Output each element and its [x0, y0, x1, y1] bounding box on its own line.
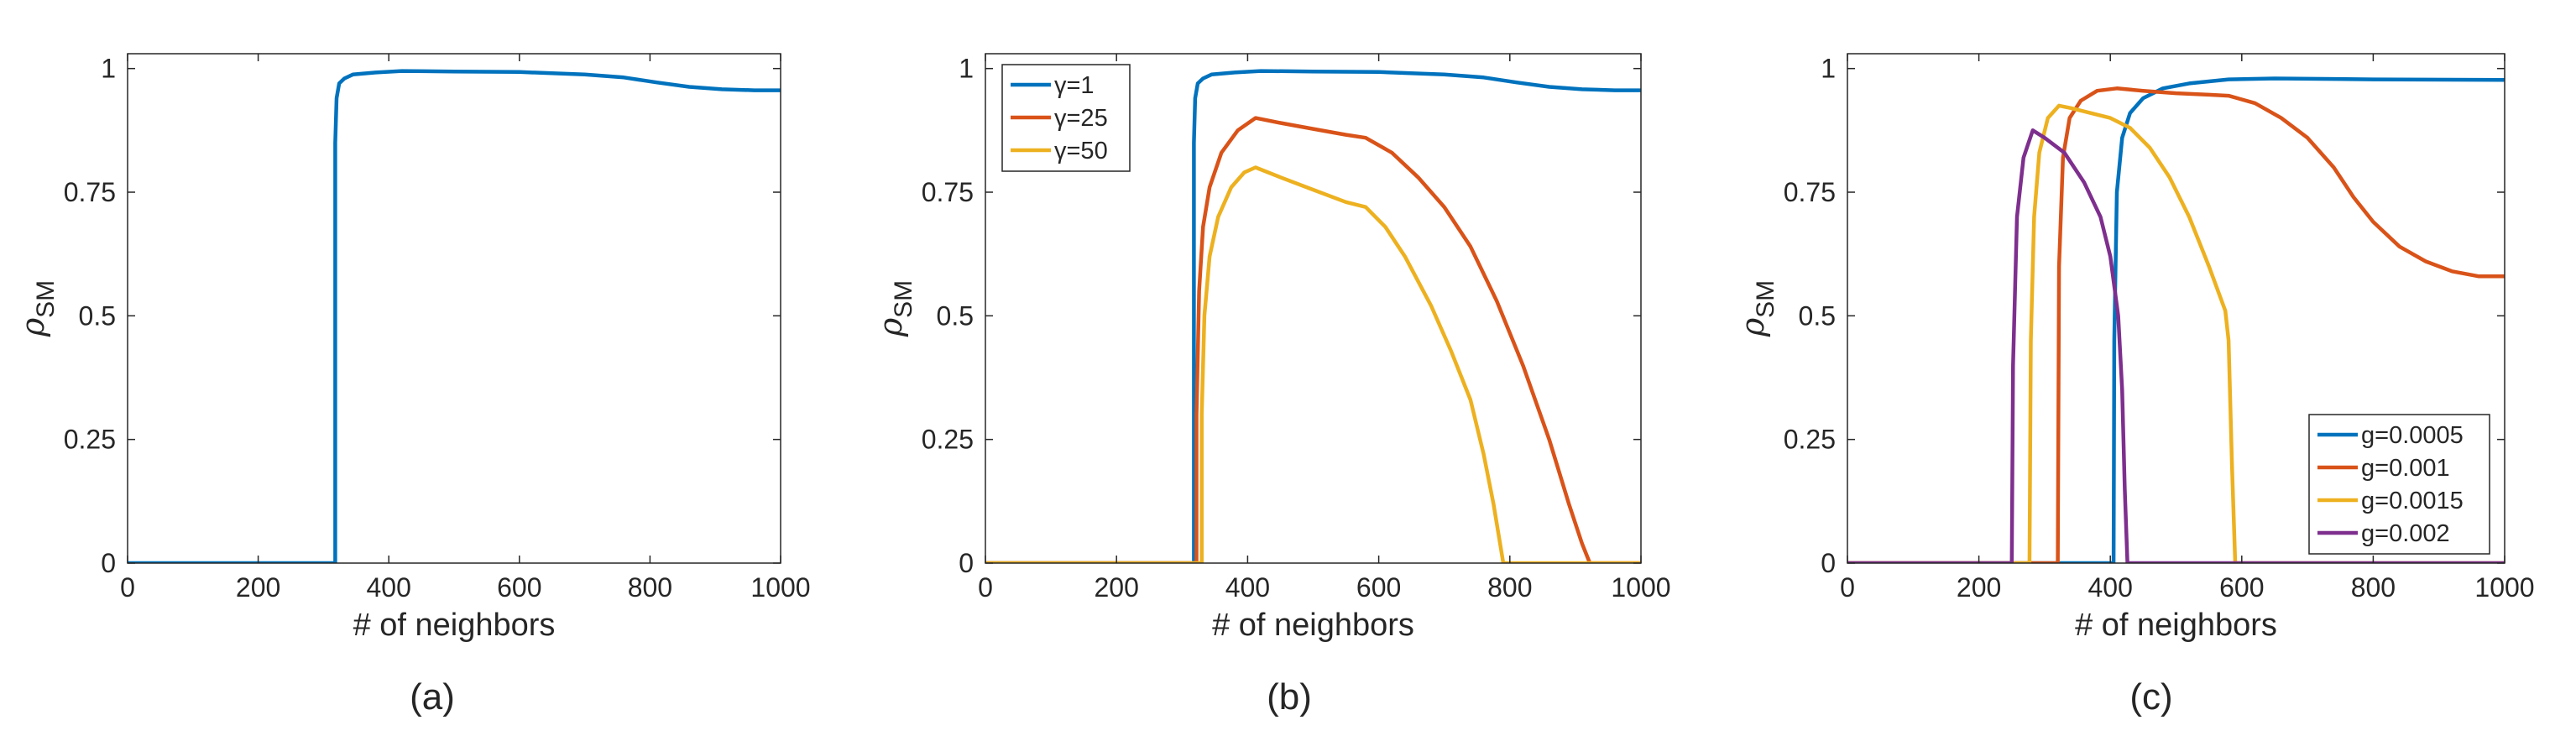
x-tick-label: 400 — [2088, 572, 2133, 603]
series-line-1 — [128, 69, 781, 563]
y-axis-label: ρSM — [872, 280, 917, 337]
panel-caption: (c) — [2129, 676, 2172, 718]
x-tick-label: 1000 — [1611, 572, 1670, 603]
x-tick-label: 200 — [1095, 572, 1139, 603]
x-tick-label: 600 — [1356, 572, 1401, 603]
x-tick-label: 200 — [1957, 572, 2001, 603]
y-axis-label-main: ρ — [1734, 317, 1771, 337]
x-axis-label: # of neighbors — [2075, 608, 2277, 643]
legend: g=0.0005 g=0.001 g=0.0015 g=0.002 — [2308, 414, 2490, 555]
legend-label: γ=25 — [1054, 105, 1108, 132]
x-tick-label: 800 — [1487, 572, 1532, 603]
x-tick-label: 0 — [1840, 572, 1855, 603]
series-line-g0.001 — [1847, 86, 2505, 563]
y-tick-label: 0.75 — [1784, 177, 1836, 207]
y-tick-label: 1 — [1821, 54, 1836, 84]
y-axis-label-main: ρ — [14, 317, 51, 337]
legend: γ=1 γ=25 γ=50 — [1001, 64, 1131, 172]
legend-label: g=0.0015 — [2361, 488, 2464, 514]
x-tick-label: 1000 — [2474, 572, 2534, 603]
y-axis-label-main: ρ — [872, 317, 909, 337]
axes-box — [985, 53, 1642, 564]
series-group — [1847, 76, 2505, 563]
y-tick-label: 0 — [959, 548, 974, 578]
y-axis-label-sub: SM — [1752, 280, 1779, 318]
plot-area — [128, 54, 781, 563]
y-tick-label: 0.75 — [922, 177, 974, 207]
axes-box — [127, 53, 781, 564]
y-tick-label: 0.25 — [1784, 425, 1836, 455]
y-axis-label-sub: SM — [32, 280, 60, 318]
y-tick-label: 1 — [101, 54, 116, 84]
panel-caption: (b) — [1267, 676, 1312, 718]
legend-label: γ=50 — [1054, 138, 1108, 164]
y-tick-label: 0.75 — [64, 177, 116, 207]
x-tick-label: 800 — [2351, 572, 2396, 603]
x-tick-label: 1000 — [750, 572, 810, 603]
x-axis-label: # of neighbors — [1212, 608, 1414, 643]
panel-1: 0 200 400 600 800 1000 0 0.25 0.5 0.75 1 # of neigh… — [14, 53, 811, 718]
legend-label: g=0.001 — [2361, 455, 2450, 482]
x-axis-label: # of neighbors — [353, 608, 556, 643]
panel-2: 0 200 400 600 800 1000 0 0.25 0.5 0.75 1 # of neigh… — [872, 53, 1671, 718]
x-tick-label: 600 — [497, 572, 541, 603]
y-tick-label: 1 — [959, 54, 974, 84]
series-group — [128, 69, 781, 563]
y-tick-label: 0.5 — [79, 300, 116, 331]
x-tick-label: 600 — [2219, 572, 2264, 603]
panel-3: 0 200 400 600 800 1000 0 0.25 0.5 0.75 1 # of neigh… — [1734, 53, 2535, 718]
series-line-50 — [985, 165, 1641, 563]
y-tick-label: 0.25 — [922, 425, 974, 455]
legend-label: g=0.0005 — [2361, 422, 2464, 449]
legend-label: γ=1 — [1054, 72, 1095, 99]
series-line-g0.0015 — [1847, 103, 2505, 563]
legend-label: g=0.002 — [2361, 520, 2450, 547]
y-axis-label-sub: SM — [890, 280, 917, 318]
x-tick-label: 0 — [120, 572, 135, 603]
y-tick-label: 0 — [1821, 548, 1836, 578]
panel-caption: (a) — [410, 676, 455, 718]
legend-box — [2308, 414, 2490, 555]
x-tick-label: 0 — [978, 572, 993, 603]
y-axis-label: ρSM — [1734, 280, 1779, 337]
x-tick-label: 200 — [236, 572, 280, 603]
series-line-g0.0005 — [1847, 76, 2505, 563]
x-tick-label: 400 — [367, 572, 411, 603]
y-tick-label: 0.25 — [64, 425, 116, 455]
axes-box — [1847, 53, 2505, 564]
series-line-g0.002 — [1847, 128, 2505, 563]
y-tick-label: 0.5 — [1799, 300, 1836, 331]
x-tick-label: 400 — [1225, 572, 1270, 603]
y-tick-label: 0 — [101, 548, 116, 578]
series-line-1 — [985, 69, 1641, 563]
y-axis-label: ρSM — [14, 280, 60, 337]
series-line-25 — [985, 116, 1641, 563]
series-group — [985, 69, 1641, 563]
x-tick-label: 800 — [628, 572, 672, 603]
y-tick-label: 0.5 — [937, 300, 974, 331]
